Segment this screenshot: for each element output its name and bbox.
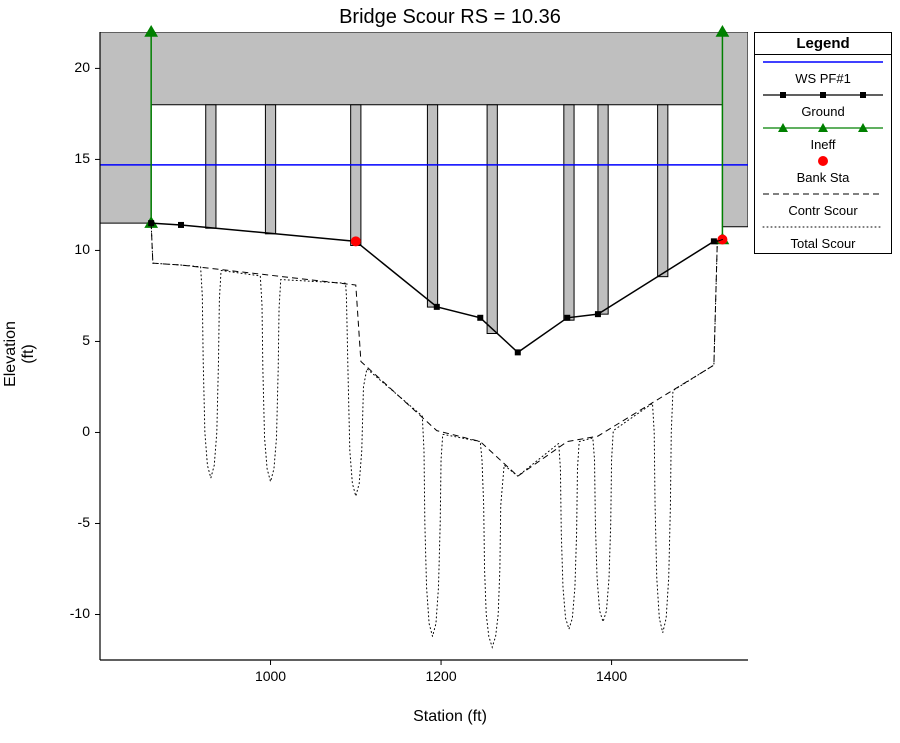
legend-swatch — [755, 220, 891, 234]
y-tick-label: 15 — [74, 150, 90, 166]
legend-entry-label: Bank Sta — [755, 168, 891, 187]
y-tick-label: -10 — [70, 605, 90, 621]
legend-entries: WS PF#1 Ground Ineff Bank Sta Contr Scour Tot… — [755, 55, 891, 253]
legend-swatch — [755, 187, 891, 201]
legend-swatch — [755, 121, 891, 135]
y-tick-label: 5 — [82, 332, 90, 348]
x-tick-label: 1400 — [592, 668, 632, 684]
legend-entry-label: Contr Scour — [755, 201, 891, 220]
chart-container: Bridge Scour RS = 10.36 Station (ft) Ele… — [0, 0, 900, 743]
y-axis-label: Elevation (ft) — [2, 314, 38, 394]
x-tick-label: 1200 — [421, 668, 461, 684]
y-tick-label: -5 — [78, 514, 90, 530]
chart-title: Bridge Scour RS = 10.36 — [0, 6, 900, 29]
legend-swatch — [755, 154, 891, 168]
legend-swatch — [755, 55, 891, 69]
x-tick-label: 1000 — [251, 668, 291, 684]
legend-swatch — [755, 88, 891, 102]
legend-entry-label: Ground — [755, 102, 891, 121]
y-tick-label: 10 — [74, 241, 90, 257]
legend-title: Legend — [755, 33, 891, 55]
legend-entry-label: Ineff — [755, 135, 891, 154]
y-tick-label: 20 — [74, 59, 90, 75]
x-axis-label: Station (ft) — [0, 708, 900, 726]
legend-entry-label: WS PF#1 — [755, 69, 891, 88]
legend-entry-label: Total Scour — [755, 234, 891, 253]
y-tick-label: 0 — [82, 423, 90, 439]
legend-box: Legend WS PF#1 Ground Ineff Bank Sta Contr S… — [754, 32, 892, 254]
